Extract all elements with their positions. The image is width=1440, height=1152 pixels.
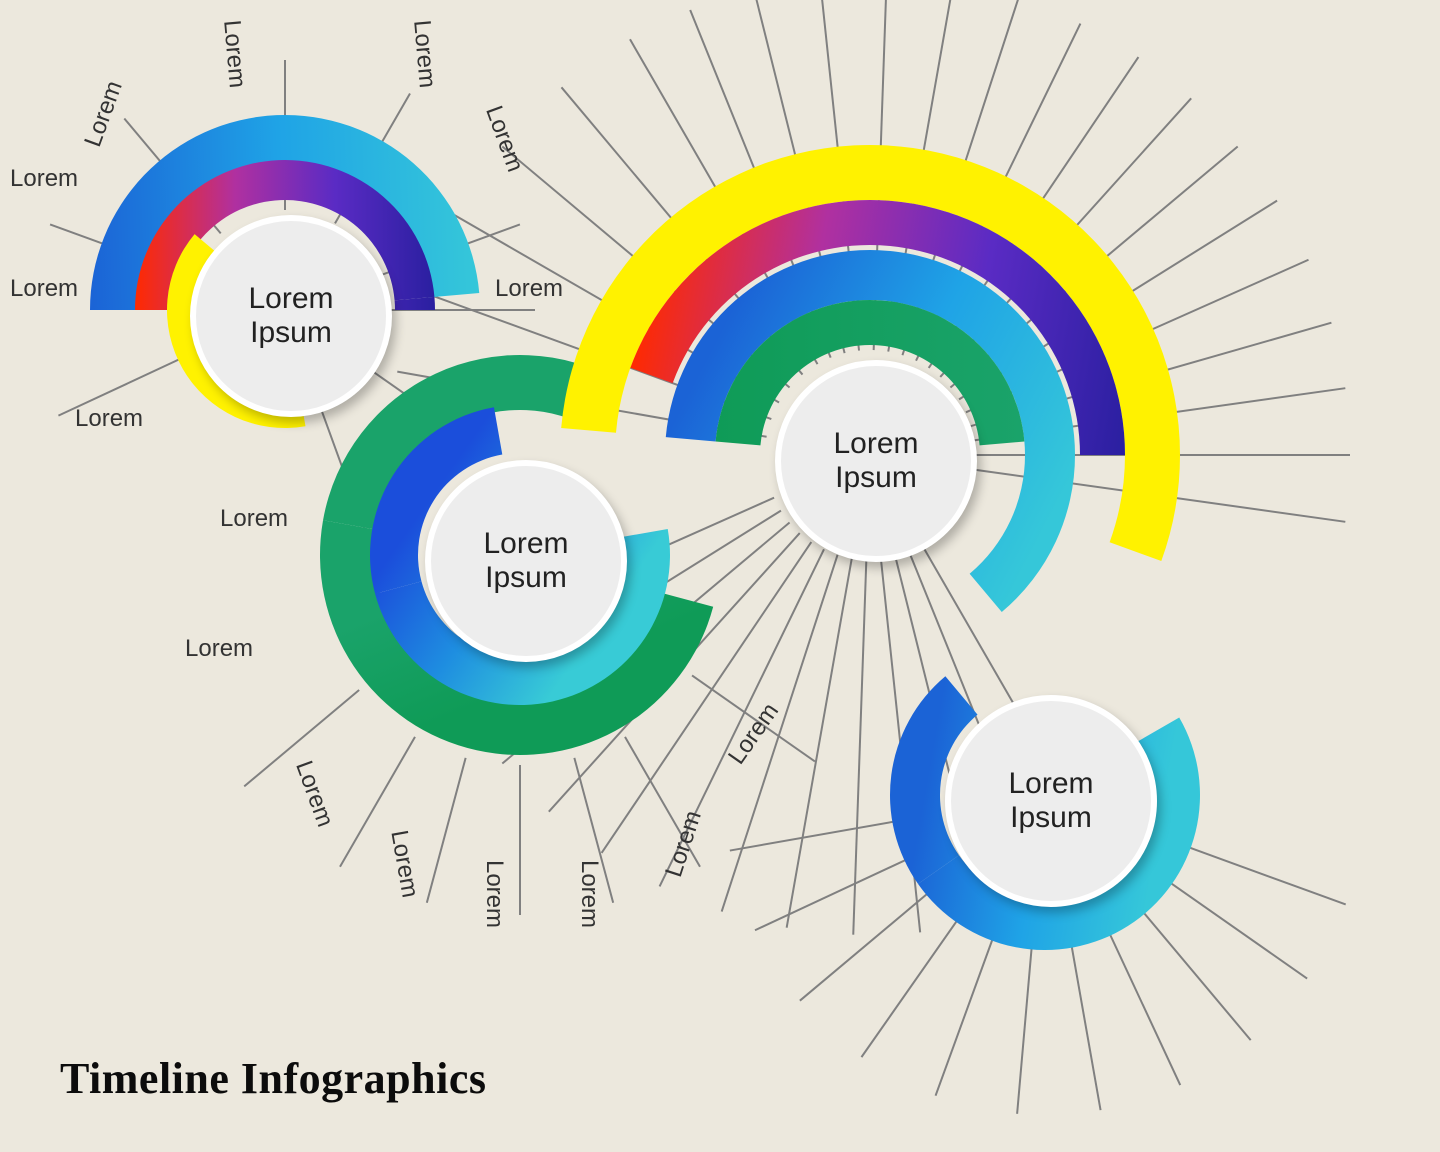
hub4: LoremIpsum bbox=[945, 695, 1157, 907]
hub-label-line: Ipsum bbox=[1010, 801, 1092, 836]
hub-label-line: Lorem bbox=[833, 427, 918, 462]
page-title: Timeline Infographics bbox=[60, 1053, 487, 1104]
ray-line bbox=[427, 758, 466, 903]
ray-label: Lorem bbox=[75, 405, 143, 433]
hub-label-line: Lorem bbox=[248, 282, 333, 317]
ray-label: Lorem bbox=[575, 860, 603, 928]
hub3: LoremIpsum bbox=[775, 360, 977, 562]
ray-label: Lorem bbox=[495, 275, 563, 303]
ray-label: Lorem bbox=[217, 19, 251, 89]
hub-label-line: Lorem bbox=[1008, 767, 1093, 802]
ray-label: Lorem bbox=[10, 275, 78, 303]
hub2: LoremIpsum bbox=[425, 460, 627, 662]
ray-label: Lorem bbox=[185, 635, 253, 663]
ray-label: Lorem bbox=[10, 165, 78, 193]
hub-label-line: Ipsum bbox=[250, 316, 332, 351]
ring3-yellow bbox=[1110, 455, 1180, 561]
ring3-blue bbox=[970, 455, 1075, 612]
hub-label-line: Ipsum bbox=[485, 561, 567, 596]
hub-label-line: Lorem bbox=[483, 527, 568, 562]
ray-label: Lorem bbox=[407, 19, 441, 89]
hub1: LoremIpsum bbox=[190, 215, 392, 417]
infographic-canvas bbox=[0, 0, 1440, 1152]
hub-label-line: Ipsum bbox=[835, 461, 917, 496]
ray-label: Lorem bbox=[480, 860, 508, 928]
ray-label: Lorem bbox=[220, 505, 288, 533]
